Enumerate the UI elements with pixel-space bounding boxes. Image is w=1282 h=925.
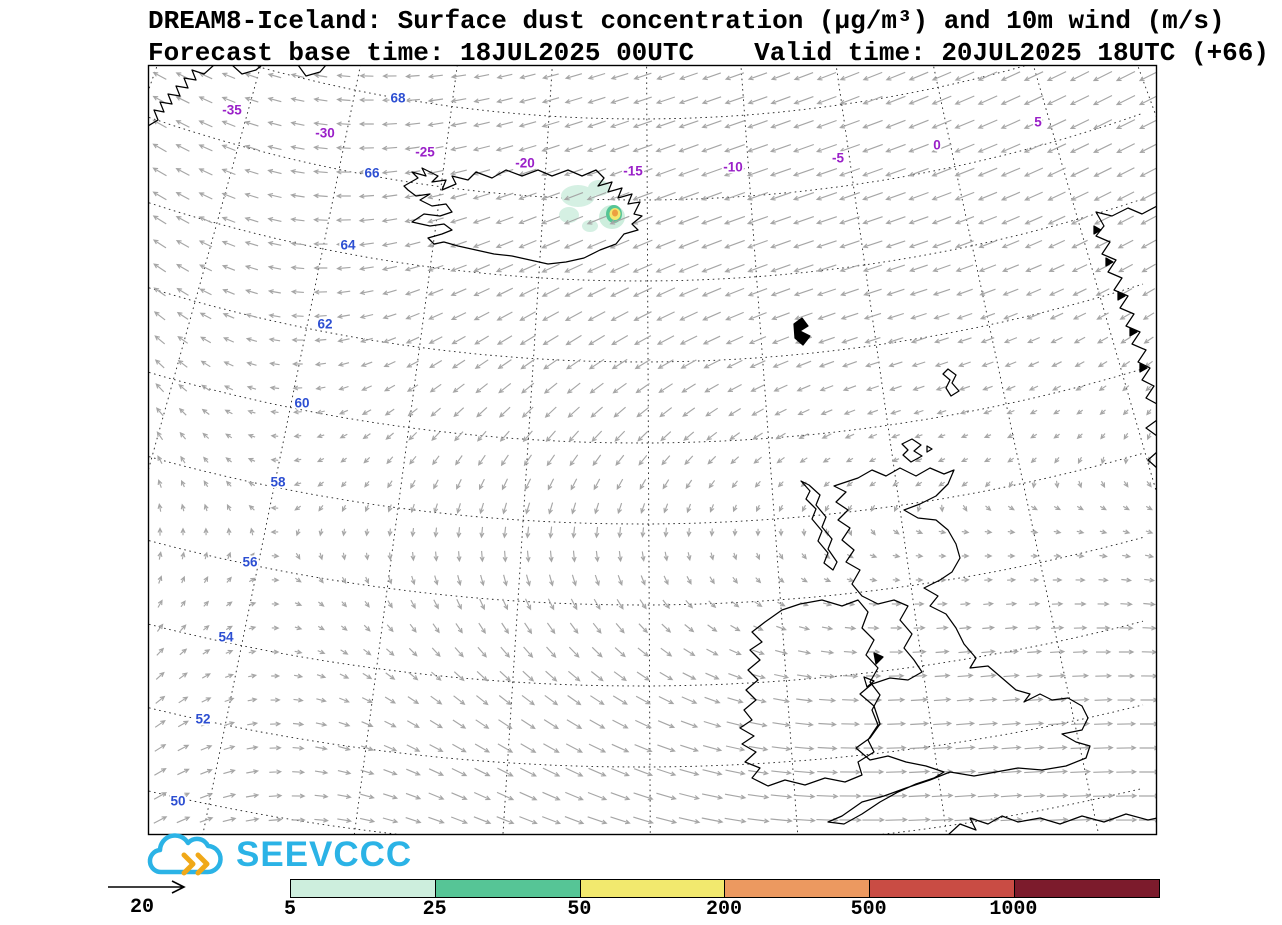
map-title: DREAM8-Iceland: Surface dust concentrati… bbox=[148, 6, 1225, 36]
longitude-label: -10 bbox=[723, 160, 743, 175]
coastline-isle-of-man bbox=[873, 652, 884, 665]
longitude-label: -20 bbox=[515, 156, 535, 171]
longitude-label: 0 bbox=[933, 138, 941, 153]
logo-text: SEEVCCC bbox=[236, 835, 413, 874]
dust-concentration-blobs bbox=[559, 180, 625, 232]
cloud-icon bbox=[147, 833, 223, 876]
colorbar-segment bbox=[725, 880, 871, 897]
longitude-label: -25 bbox=[415, 145, 435, 160]
colorbar-tick-label: 200 bbox=[705, 898, 743, 921]
latitude-labels: 68 66 64 62 60 58 56 54 52 50 bbox=[169, 89, 408, 811]
coastline-norway-islets bbox=[1093, 225, 1148, 373]
coastline-ireland bbox=[739, 599, 881, 787]
wind-reference-arrow-icon bbox=[108, 880, 186, 894]
coastline-greenland-coast-north bbox=[232, 66, 326, 77]
map-border bbox=[147, 64, 1158, 836]
latitude-label: 68 bbox=[390, 91, 406, 106]
coastline-anglesey bbox=[863, 676, 875, 688]
longitude-label: -30 bbox=[315, 126, 335, 141]
latitude-label: 64 bbox=[340, 238, 356, 253]
longitude-label: -15 bbox=[623, 164, 643, 179]
longitude-label: -35 bbox=[222, 103, 242, 118]
coastline-orkney bbox=[901, 438, 933, 463]
colorbar-segment bbox=[291, 880, 436, 897]
forecast-base-time: Forecast base time: 18JUL2025 00UTC bbox=[148, 38, 695, 68]
colorbar-tick-label: 500 bbox=[850, 898, 887, 921]
latitude-label: 54 bbox=[218, 630, 234, 645]
coastline-greenland-coast bbox=[149, 66, 214, 127]
wind-reference-value: 20 bbox=[129, 896, 154, 919]
wind-arrows bbox=[152, 70, 1156, 825]
latitude-label: 62 bbox=[317, 317, 332, 332]
map-subtitle: Forecast base time: 18JUL2025 00UTC Vali… bbox=[148, 38, 1276, 68]
latitude-label: 52 bbox=[195, 712, 210, 727]
seevccc-logo: SEEVCCC bbox=[146, 832, 412, 878]
colorbar-tick-label: 1000 bbox=[989, 898, 1038, 921]
coastline-great-britain bbox=[827, 467, 1091, 825]
dust-colorbar bbox=[290, 879, 1160, 898]
longitude-label: -5 bbox=[832, 151, 844, 166]
title-block: DREAM8-Iceland: Surface dust concentrati… bbox=[148, 6, 1276, 68]
latitude-label: 60 bbox=[294, 396, 309, 411]
coastline-hebrides bbox=[800, 480, 838, 571]
colorbar-segment bbox=[1015, 880, 1159, 897]
longitude-label: 5 bbox=[1034, 115, 1042, 130]
coastline-faroe-islands bbox=[793, 317, 811, 346]
coastline-iceland bbox=[403, 167, 643, 265]
colorbar-segment bbox=[580, 880, 726, 897]
colorbar-segment bbox=[870, 880, 1016, 897]
latitude-label: 66 bbox=[364, 166, 380, 181]
longitude-labels: -35 -30 -25 -20 -15 -10 -5 0 5 bbox=[220, 101, 1044, 181]
coastline-norway bbox=[1095, 205, 1156, 468]
latitude-label: 50 bbox=[170, 794, 185, 809]
legend: 20 5 25 50 200 500 1000 bbox=[0, 870, 1282, 925]
latitude-label: 56 bbox=[242, 555, 258, 570]
coastline-france-channel-coast bbox=[948, 813, 1156, 834]
colorbar-segment bbox=[435, 880, 581, 897]
valid-time: Valid time: 20JUL2025 18UTC (+66) bbox=[754, 38, 1269, 68]
double-chevron-icon bbox=[181, 852, 210, 876]
coastline-shetland bbox=[942, 368, 960, 397]
latitude-label: 58 bbox=[270, 475, 286, 490]
colorbar-tick-label: 25 bbox=[422, 898, 447, 921]
coastlines bbox=[149, 66, 1156, 834]
colorbar-tick-label: 50 bbox=[567, 898, 592, 921]
colorbar-tick-label: 5 bbox=[283, 898, 297, 921]
